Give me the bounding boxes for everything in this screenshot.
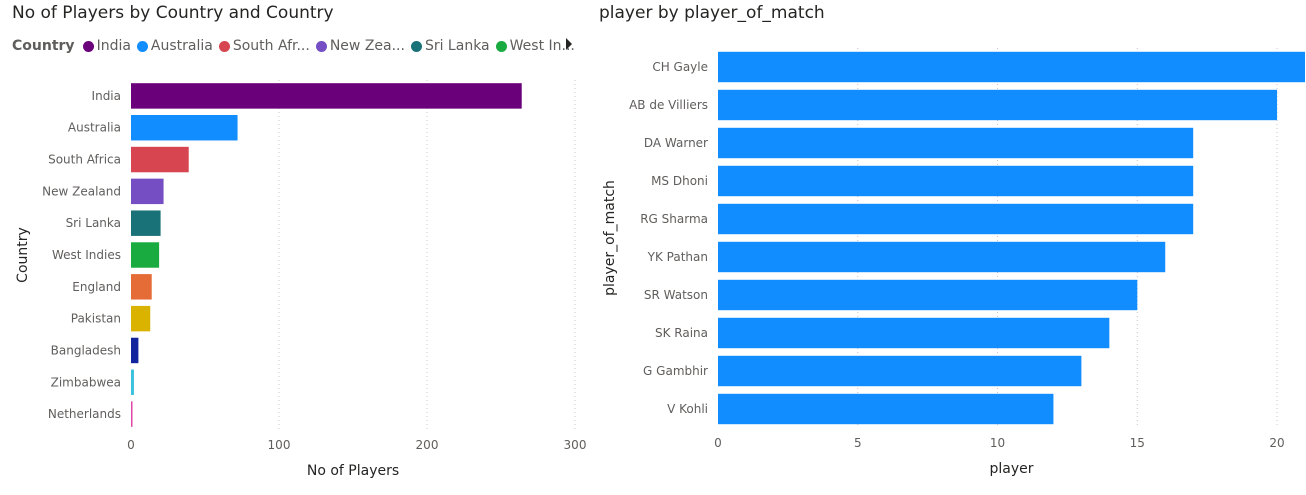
bar xyxy=(718,393,1054,425)
bar xyxy=(131,369,134,395)
y-axis-title: player_of_match xyxy=(602,180,618,296)
bar xyxy=(131,178,164,205)
bar xyxy=(718,355,1082,387)
bar xyxy=(718,279,1138,311)
legend-label: New Zea... xyxy=(329,38,405,54)
category-label: Netherlands xyxy=(48,407,121,421)
bar xyxy=(718,89,1278,121)
legend-item[interactable]: South Afr... xyxy=(218,38,310,54)
bar xyxy=(131,274,152,300)
category-label: V Kohli xyxy=(667,402,708,416)
x-tick-label: 15 xyxy=(1130,436,1145,450)
chart1-title: No of Players by Country and Country xyxy=(12,3,334,23)
category-label: AB de Villiers xyxy=(629,98,708,112)
bar xyxy=(718,51,1305,83)
category-label: DA Warner xyxy=(644,136,708,150)
x-tick-label: 0 xyxy=(714,436,722,450)
legend-item[interactable]: West In... xyxy=(495,38,575,54)
bar xyxy=(718,203,1194,235)
x-tick-label: 100 xyxy=(268,438,291,452)
legend-item[interactable]: Sri Lanka xyxy=(410,38,490,54)
bar xyxy=(131,305,151,332)
x-axis-title: player xyxy=(989,461,1033,477)
bar xyxy=(131,115,238,141)
category-label: RG Sharma xyxy=(640,212,708,226)
legend-dot-icon xyxy=(218,40,230,52)
legend-dot-icon xyxy=(495,40,507,52)
bar xyxy=(131,83,522,109)
legend-label: South Afr... xyxy=(232,38,310,54)
legend-dot-icon xyxy=(82,40,94,52)
bar xyxy=(718,317,1110,349)
x-tick-label: 200 xyxy=(416,438,439,452)
chart2-title: player by player_of_match xyxy=(599,3,825,23)
bar xyxy=(131,146,189,173)
legend-label: West In... xyxy=(509,38,575,54)
legend-label: Sri Lanka xyxy=(424,38,490,54)
bar xyxy=(131,210,161,236)
legend-item[interactable]: Australia xyxy=(136,38,213,54)
legend-label: Australia xyxy=(150,38,213,54)
bar xyxy=(718,241,1166,273)
legend-dot-icon xyxy=(410,40,422,52)
category-label: Pakistan xyxy=(71,312,121,326)
category-label: SR Watson xyxy=(644,288,708,302)
chart1-plot: India Australia South Africa New Zealand Sri… xyxy=(15,80,587,479)
legend-dot-icon xyxy=(136,40,148,52)
legend-label: India xyxy=(96,38,131,54)
category-label: Zimbabwea xyxy=(51,375,121,389)
category-label: Australia xyxy=(68,121,121,135)
bar xyxy=(131,242,160,268)
x-tick-label: 0 xyxy=(127,438,135,452)
legend-next-arrow-icon[interactable] xyxy=(566,38,572,50)
category-label: England xyxy=(72,280,121,294)
bar xyxy=(718,127,1194,159)
x-tick-label: 20 xyxy=(1269,436,1284,450)
category-label: YK Pathan xyxy=(647,250,708,264)
category-label: New Zealand xyxy=(42,184,121,198)
x-axis-title: No of Players xyxy=(307,463,399,479)
bar xyxy=(131,337,139,364)
bar xyxy=(131,401,133,427)
chart1-legend[interactable]: Country India Australia South Afr... New Ze… xyxy=(12,36,581,56)
category-label: West Indies xyxy=(52,248,121,262)
bar xyxy=(718,165,1194,197)
category-label: Sri Lanka xyxy=(66,216,121,230)
category-label: South Africa xyxy=(48,153,121,167)
legend-item[interactable]: New Zea... xyxy=(315,38,405,54)
legend-title: Country xyxy=(12,38,75,54)
category-label: G Gambhir xyxy=(643,364,708,378)
legend-dot-icon xyxy=(315,40,327,52)
category-label: MS Dhoni xyxy=(651,174,708,188)
category-label: Bangladesh xyxy=(51,343,121,357)
x-tick-label: 10 xyxy=(990,436,1005,450)
category-label: SK Raina xyxy=(655,326,708,340)
category-label: India xyxy=(92,89,121,103)
x-tick-label: 300 xyxy=(564,438,587,452)
legend-item[interactable]: India xyxy=(82,38,131,54)
x-tick-label: 5 xyxy=(854,436,862,450)
y-axis-title: Country xyxy=(15,227,31,283)
category-label: CH Gayle xyxy=(652,60,708,74)
